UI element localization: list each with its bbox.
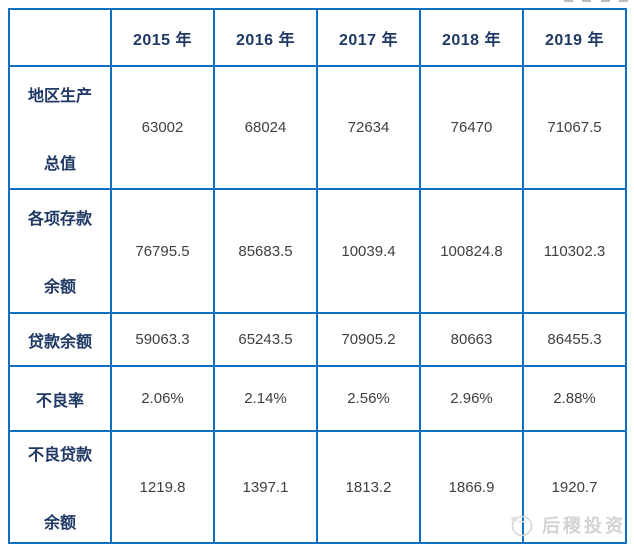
value-cell: 110302.3 xyxy=(522,188,627,314)
value-cell: 1813.2 xyxy=(316,430,421,544)
year-header: 2017 年 xyxy=(316,8,421,67)
year-header: 2015 年 xyxy=(110,8,215,67)
row-label-line: 不良率 xyxy=(35,392,84,410)
value-cell: 2.88% xyxy=(522,365,627,432)
row-label-line: 贷款余额 xyxy=(27,333,92,351)
value-cell: 63002 xyxy=(110,65,215,190)
value-cell: 1920.7 xyxy=(522,430,627,544)
value-cell: 2.14% xyxy=(213,365,318,432)
table-row: 地区生产 总值 63002 68024 72634 76470 71067.5 xyxy=(8,65,627,190)
value-cell: 76795.5 xyxy=(110,188,215,314)
year-header: 2018 年 xyxy=(419,8,524,67)
value-cell: 10039.4 xyxy=(316,188,421,314)
value-cell: 100824.8 xyxy=(419,188,524,314)
row-label-line: 各项存款 xyxy=(27,211,92,228)
financial-data-table: 2015 年 2016 年 2017 年 2018 年 2019 年 地区生产 总值 630… xyxy=(8,8,627,544)
table-row: 不良贷款 余额 1219.8 1397.1 1813.2 1866.9 1920.7 xyxy=(8,430,627,544)
value-cell: 59063.3 xyxy=(110,312,215,367)
value-cell: 70905.2 xyxy=(316,312,421,367)
value-cell: 68024 xyxy=(213,65,318,190)
value-cell: 85683.5 xyxy=(213,188,318,314)
year-header: 2016 年 xyxy=(213,8,318,67)
value-cell: 1866.9 xyxy=(419,430,524,544)
row-label: 各项存款 余额 xyxy=(8,188,112,314)
row-label: 地区生产 总值 xyxy=(8,65,112,190)
row-label-line: 余额 xyxy=(43,279,76,296)
clipped-text-fragment xyxy=(564,0,628,3)
value-cell: 1397.1 xyxy=(213,430,318,544)
value-cell: 86455.3 xyxy=(522,312,627,367)
row-label-line: 地区生产 xyxy=(27,87,92,105)
value-cell: 2.96% xyxy=(419,365,524,432)
row-label-line: 总值 xyxy=(43,155,76,173)
row-label-line: 不良贷款 xyxy=(27,447,92,464)
year-header: 2019 年 xyxy=(522,8,627,67)
table-row: 不良率 2.06% 2.14% 2.56% 2.96% 2.88% xyxy=(8,365,627,432)
value-cell: 72634 xyxy=(316,65,421,190)
value-cell: 2.56% xyxy=(316,365,421,432)
table-header-row: 2015 年 2016 年 2017 年 2018 年 2019 年 xyxy=(8,8,627,67)
corner-cell xyxy=(8,8,112,67)
table-row: 各项存款 余额 76795.5 85683.5 10039.4 100824.8 11030… xyxy=(8,188,627,314)
value-cell: 1219.8 xyxy=(110,430,215,544)
table-row: 贷款余额 59063.3 65243.5 70905.2 80663 86455.3 xyxy=(8,312,627,367)
row-label-line: 余额 xyxy=(43,515,76,532)
row-label: 贷款余额 xyxy=(8,312,112,367)
value-cell: 2.06% xyxy=(110,365,215,432)
row-label: 不良率 xyxy=(8,365,112,432)
value-cell: 71067.5 xyxy=(522,65,627,190)
value-cell: 80663 xyxy=(419,312,524,367)
value-cell: 65243.5 xyxy=(213,312,318,367)
row-label: 不良贷款 余额 xyxy=(8,430,112,544)
value-cell: 76470 xyxy=(419,65,524,190)
